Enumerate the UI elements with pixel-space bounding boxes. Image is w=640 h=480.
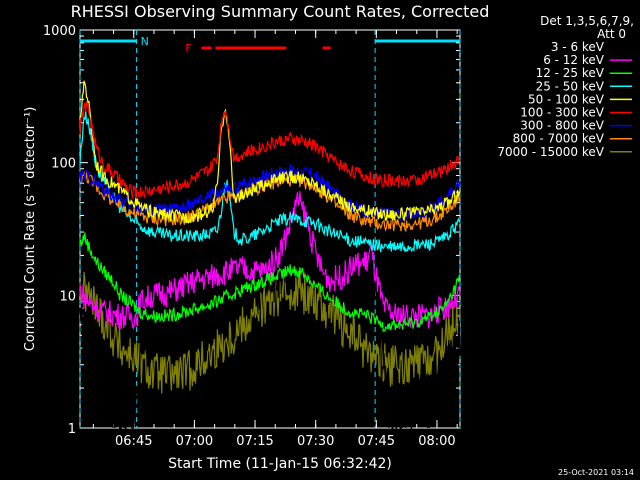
footer-timestamp: 25-Oct-2021 03:14 [558, 468, 634, 477]
y-tick-label: 1 [68, 422, 76, 437]
series-line-5 [79, 101, 461, 200]
x-tick-label: 06:45 [115, 434, 152, 449]
legend-header-line-1: Det 1,3,5,6,7,9, [540, 14, 634, 28]
attenuator-markers: NF [79, 30, 461, 428]
y-axis-label: Corrected Count Rate (s⁻¹ detector⁻¹) [23, 107, 38, 352]
legend-entry-label: 25 - 50 keV [536, 79, 605, 93]
legend-entry-label: 300 - 800 keV [520, 119, 604, 133]
series-line-1 [79, 191, 461, 331]
series-line-4 [79, 80, 461, 225]
flare-flag-label: F [185, 42, 191, 55]
legend-entry-label: 100 - 300 keV [520, 106, 604, 120]
x-tick-label: 08:00 [418, 434, 455, 449]
series-line-7 [79, 171, 461, 233]
legend-entry-label: 12 - 25 keV [536, 66, 605, 80]
attenuator-label: N [141, 35, 149, 48]
legend-entry-label: 3 - 6 keV [551, 40, 605, 54]
chart-title: RHESSI Observing Summary Count Rates, Co… [71, 2, 490, 21]
series-line-3 [79, 110, 461, 253]
x-axis: 06:45 07:00 07:15 07:30 07:45 08:00 [92, 30, 458, 449]
x-tick-label: 07:00 [176, 434, 213, 449]
y-tick-label: 100 [51, 157, 76, 172]
legend-entry-label: 7000 - 15000 keV [497, 145, 604, 159]
legend-header-line-2: Att 0 [597, 27, 626, 41]
legend-entry-label: 50 - 100 keV [528, 92, 605, 106]
series-line-2 [79, 232, 461, 333]
legend-entry-label: 6 - 12 keV [543, 53, 605, 67]
x-axis-label: Start Time (11-Jan-15 06:32:42) [168, 456, 392, 472]
x-tick-label: 07:45 [358, 434, 395, 449]
x-tick-label: 07:15 [236, 434, 273, 449]
legend-entry-label: 800 - 7000 keV [513, 132, 605, 146]
series-line-8 [79, 271, 461, 394]
series-group [79, 80, 461, 430]
y-tick-label: 10 [59, 289, 76, 304]
x-tick-label: 07:30 [297, 434, 334, 449]
y-tick-label: 1000 [43, 24, 76, 39]
